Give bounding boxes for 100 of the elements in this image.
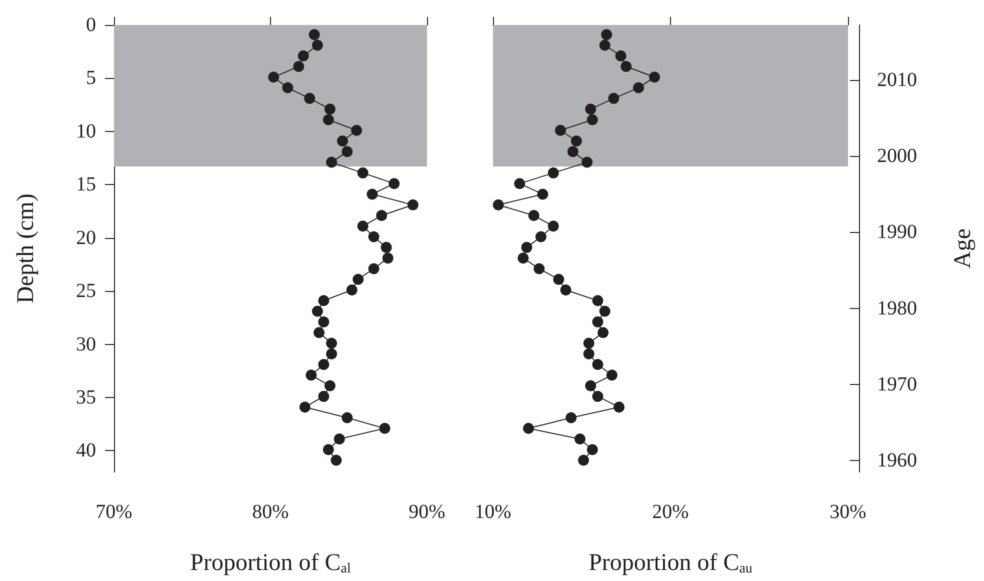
point: [308, 29, 320, 40]
point: [649, 72, 660, 83]
point: [578, 454, 590, 466]
point: [330, 454, 342, 466]
point: [342, 146, 353, 158]
point: [342, 412, 353, 424]
y-tick-label: 25: [76, 280, 96, 302]
point: [606, 370, 618, 381]
y-tick-label: 5: [86, 67, 96, 90]
point: [352, 274, 364, 285]
point: [318, 390, 330, 402]
point: [312, 40, 323, 51]
point: [306, 370, 317, 381]
point: [314, 327, 325, 338]
point: [592, 295, 604, 306]
point: [518, 252, 529, 264]
point: [583, 338, 594, 349]
point: [592, 316, 604, 328]
point: [585, 104, 596, 115]
point: [376, 210, 388, 222]
point: [324, 380, 336, 392]
point: [379, 422, 390, 434]
point: [586, 444, 598, 456]
point: [514, 178, 526, 190]
y-tick-label: 30: [76, 333, 96, 356]
y2-tick-label: 2010: [877, 68, 917, 91]
point: [366, 188, 378, 200]
x-tick-label: 90%: [408, 501, 446, 523]
point: [357, 167, 368, 178]
y2-tick-label: 1960: [877, 450, 917, 472]
point: [351, 124, 362, 136]
point: [357, 220, 368, 232]
point: [337, 136, 348, 147]
point: [318, 316, 330, 328]
point: [322, 444, 334, 456]
point: [583, 348, 594, 360]
point: [322, 114, 334, 126]
point: [318, 359, 330, 370]
point: [326, 348, 338, 360]
point: [293, 61, 304, 72]
point: [614, 402, 625, 413]
point: [268, 72, 280, 83]
point: [599, 40, 610, 51]
point: [318, 295, 330, 306]
point: [592, 390, 604, 402]
point: [592, 359, 604, 370]
point: [368, 263, 380, 274]
y-tick-label: 40: [76, 440, 96, 462]
x-tick-label: 30%: [830, 501, 866, 523]
y2-tick-label: 1970: [877, 373, 917, 396]
point: [534, 263, 545, 274]
y2-axis-title: Age: [950, 228, 976, 268]
point: [585, 380, 596, 392]
y2-tick-label: 1990: [877, 221, 917, 244]
point: [326, 338, 338, 349]
point: [598, 327, 609, 338]
x-tick-label: 70%: [96, 501, 132, 523]
point: [521, 242, 532, 253]
y-tick-label: 15: [76, 174, 96, 196]
point: [548, 167, 559, 178]
point: [326, 156, 338, 168]
point: [582, 156, 593, 168]
point: [601, 29, 612, 40]
point: [346, 284, 358, 296]
y-tick-label: 20: [76, 226, 96, 249]
point: [548, 220, 559, 232]
x-tick-label: 10%: [474, 501, 512, 523]
point: [566, 412, 577, 424]
point: [567, 146, 578, 158]
point: [574, 434, 586, 445]
point: [620, 61, 632, 72]
point: [633, 82, 644, 94]
point: [523, 422, 534, 434]
point: [298, 50, 309, 62]
y2-tick-label: 1980: [877, 297, 917, 320]
y-axis-title: Depth (cm): [13, 194, 39, 304]
point: [334, 434, 345, 445]
x-tick-label: 20%: [652, 501, 689, 523]
point: [586, 114, 598, 126]
point: [312, 306, 323, 317]
point: [535, 231, 546, 242]
y-tick-label: 10: [76, 120, 96, 142]
y-tick-label: 35: [76, 386, 96, 408]
point: [304, 92, 316, 104]
point: [282, 82, 294, 94]
point: [324, 104, 336, 115]
point: [407, 199, 418, 210]
point: [380, 242, 392, 253]
point: [554, 124, 566, 136]
point: [388, 178, 400, 190]
point: [299, 402, 310, 413]
point: [599, 306, 610, 317]
point: [570, 136, 582, 147]
point: [537, 188, 548, 200]
point: [528, 210, 540, 222]
point: [560, 284, 572, 296]
x-tick-label: 80%: [252, 501, 289, 523]
point: [382, 252, 394, 264]
point: [615, 50, 626, 62]
point: [368, 231, 380, 242]
